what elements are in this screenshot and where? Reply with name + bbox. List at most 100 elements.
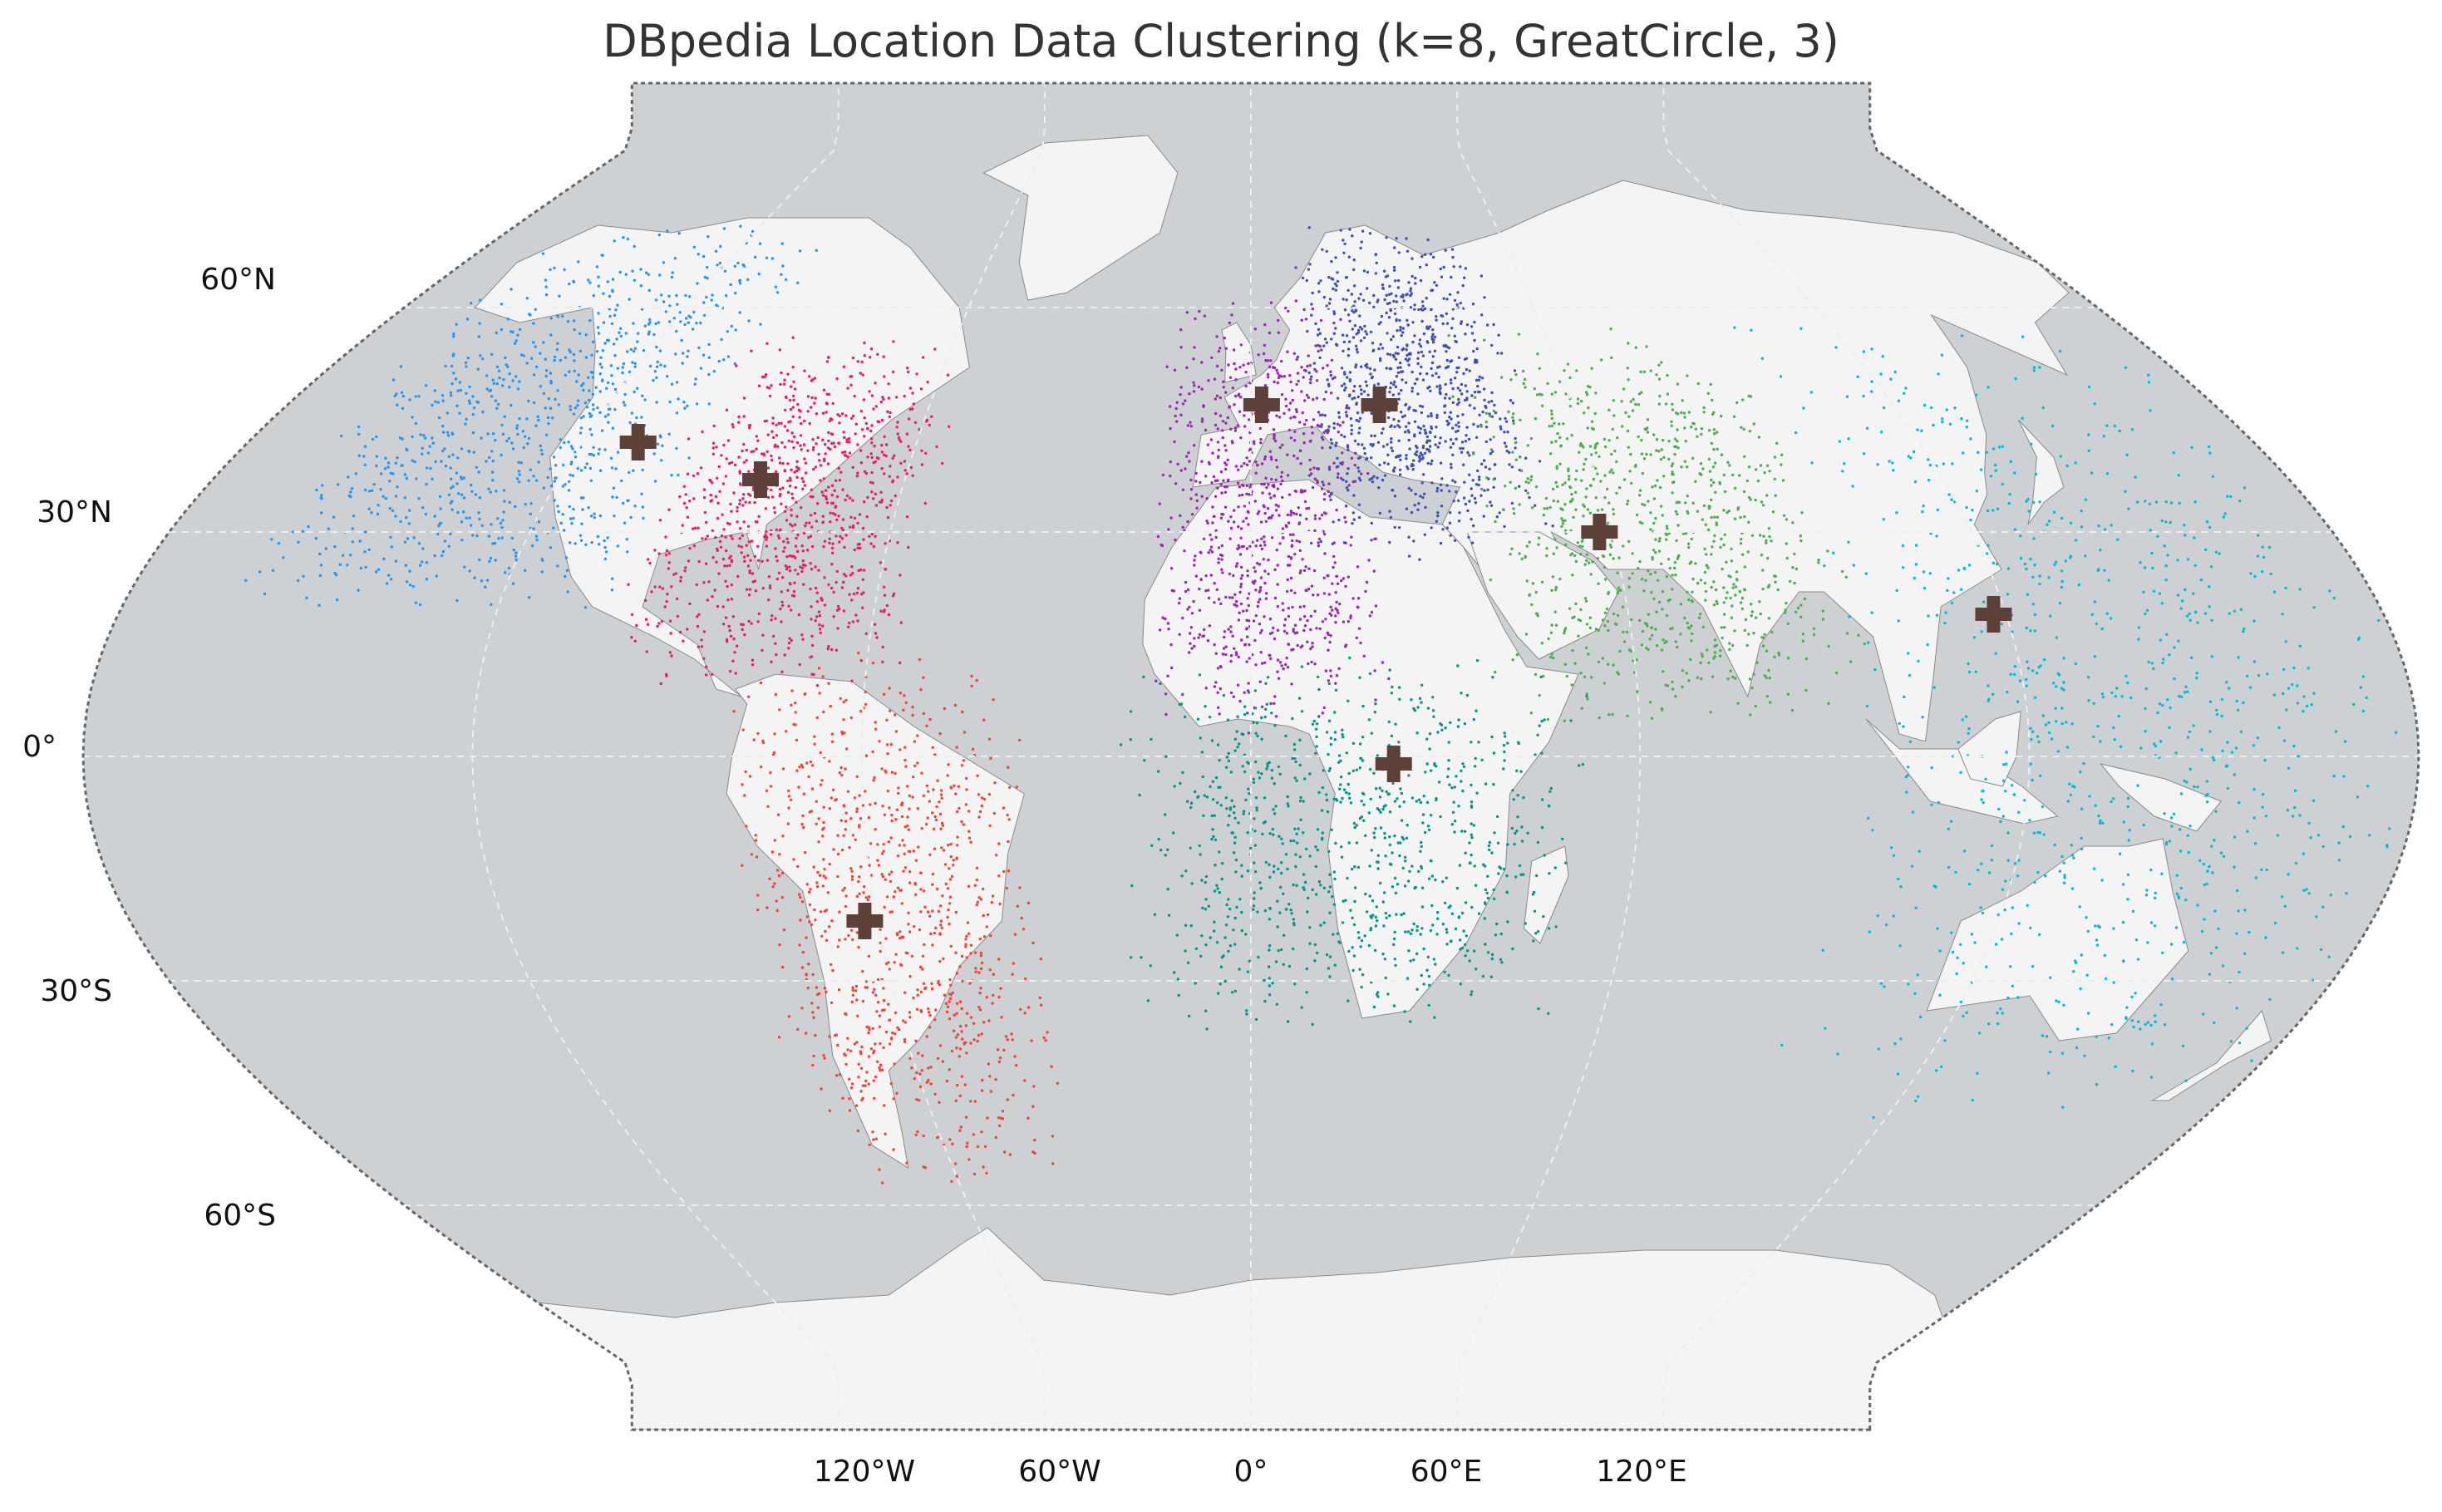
cluster-point (753, 500, 756, 505)
cluster-point (1561, 483, 1564, 486)
cluster-point (1373, 669, 1376, 672)
cluster-point (1551, 575, 1555, 579)
cluster-point (846, 625, 850, 628)
cluster-point (663, 605, 667, 608)
cluster-point (716, 263, 719, 267)
cluster-point (1313, 514, 1317, 517)
cluster-point (1179, 413, 1183, 416)
cluster-point (810, 379, 814, 382)
cluster-point (874, 534, 877, 538)
cluster-point (843, 731, 846, 735)
cluster-point (1439, 541, 1443, 545)
cluster-point (478, 517, 481, 521)
cluster-point (780, 620, 783, 623)
cluster-point (1584, 391, 1588, 394)
cluster-point (790, 508, 793, 512)
cluster-point (770, 454, 773, 458)
cluster-point (1448, 521, 1452, 525)
cluster-point (1365, 384, 1369, 387)
cluster-point (927, 1011, 931, 1014)
cluster-point (729, 634, 733, 638)
cluster-point (839, 534, 842, 538)
cluster-point (1439, 483, 1443, 486)
cluster-point (1309, 381, 1312, 385)
cluster-point (1407, 281, 1411, 284)
cluster-point (1462, 463, 1465, 466)
cluster-point (532, 401, 536, 405)
cluster-point (928, 914, 932, 919)
cluster-point (1660, 361, 1663, 364)
cluster-point (737, 544, 741, 548)
cluster-point (1344, 386, 1347, 390)
cluster-point (1018, 886, 1022, 889)
cluster-point (1513, 369, 1517, 372)
cluster-point (1161, 473, 1165, 477)
cluster-point (883, 905, 886, 909)
cluster-point (1286, 474, 1290, 477)
cluster-point (544, 406, 547, 410)
cluster-point (1445, 419, 1449, 423)
cluster-point (568, 505, 571, 509)
cluster-point (771, 614, 774, 618)
cluster-point (1785, 518, 1789, 521)
cluster-point (797, 613, 800, 617)
cluster-point (1282, 536, 1285, 539)
cluster-point (775, 434, 779, 437)
cluster-point (1347, 255, 1351, 259)
cluster-point (1399, 328, 1402, 332)
cluster-point (768, 394, 772, 398)
cluster-point (788, 569, 792, 573)
cluster-point (761, 739, 765, 743)
cluster-point (826, 446, 830, 450)
cluster-point (1356, 442, 1360, 446)
cluster-point (569, 408, 573, 411)
cluster-point (1429, 253, 1433, 256)
cluster-point (1347, 406, 1351, 410)
cluster-point (952, 1029, 956, 1032)
cluster-point (1679, 603, 1683, 606)
cluster-point (1801, 633, 1805, 636)
cluster-point (732, 710, 736, 713)
cluster-point (383, 467, 387, 470)
cluster-point (873, 1096, 876, 1101)
cluster-point (911, 474, 914, 477)
cluster-point (1389, 367, 1393, 371)
cluster-point (1439, 267, 1443, 271)
cluster-point (1310, 584, 1314, 588)
cluster-point (855, 931, 859, 934)
cluster-point (1201, 634, 1204, 638)
cluster-point (919, 910, 923, 914)
cluster-point (1562, 422, 1565, 426)
cluster-point (1016, 904, 1020, 908)
cluster-point (1220, 368, 1223, 372)
cluster-point (297, 579, 300, 583)
cluster-point (1300, 366, 1303, 369)
cluster-point (1366, 456, 1369, 460)
cluster-point (805, 521, 808, 525)
cluster-point (610, 374, 613, 377)
cluster-point (1706, 528, 1711, 532)
cluster-point (1460, 382, 1464, 387)
cluster-point (1356, 351, 1360, 354)
cluster-point (1385, 367, 1388, 370)
cluster-point (1239, 536, 1243, 539)
cluster-point (755, 855, 759, 859)
cluster-point (883, 593, 887, 597)
cluster-point (534, 308, 537, 311)
cluster-point (514, 558, 518, 562)
cluster-point (830, 546, 835, 550)
cluster-point (1368, 614, 1372, 618)
cluster-point (1245, 547, 1249, 550)
cluster-point (332, 515, 336, 519)
cluster-point (1299, 569, 1302, 573)
cluster-point (1703, 547, 1706, 551)
cluster-point (1606, 662, 1610, 666)
cluster-point (721, 482, 726, 485)
cluster-point (1657, 450, 1661, 453)
cluster-point (835, 1033, 838, 1037)
cluster-point (629, 515, 633, 520)
cluster-point (836, 945, 839, 948)
cluster-point (809, 534, 813, 538)
cluster-point (1321, 480, 1324, 484)
